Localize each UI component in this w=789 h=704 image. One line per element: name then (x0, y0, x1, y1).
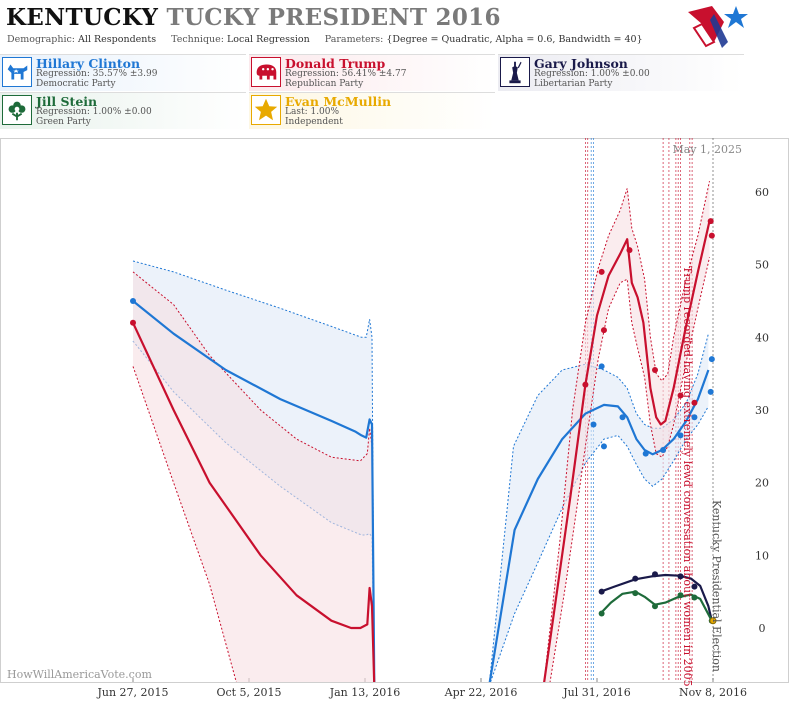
data-point (691, 399, 698, 406)
candidate-regression: Regression: 56.41% ±4.77 (285, 69, 407, 79)
technique-value[interactable]: Local Regression (227, 34, 310, 45)
parameters-line: Demographic: All Respondents Technique: … (7, 34, 643, 45)
candidate-last: Last: 1.00% (285, 107, 340, 117)
data-point (598, 363, 605, 370)
data-point (600, 327, 607, 334)
data-point (677, 392, 684, 399)
series-line (600, 573, 713, 621)
candidate-regression: Regression: 1.00% ±0.00 (534, 69, 650, 79)
candidate-party: Independent (285, 117, 343, 127)
data-point (598, 268, 605, 275)
data-point (130, 319, 136, 326)
data-point (642, 450, 649, 457)
y-tick-label: 10 (755, 549, 769, 562)
y-tick-label: 50 (755, 259, 769, 272)
elephant-icon (251, 57, 281, 87)
x-tick-label: Apr 22, 2016 (444, 686, 518, 699)
data-point (652, 571, 658, 578)
data-point (677, 573, 684, 580)
candidate-regression: Regression: 35.57% ±3.99 (36, 69, 158, 79)
flower-icon (2, 95, 32, 125)
data-point (691, 414, 698, 421)
page-title: KENTUCKY TUCKY PRESIDENT 2016 (6, 4, 501, 31)
data-point (619, 414, 626, 421)
donkey-icon (2, 57, 32, 87)
x-tick-label: Jan 13, 2016 (329, 686, 401, 699)
data-point (600, 443, 607, 450)
y-tick-label: 60 (755, 186, 769, 199)
data-point (691, 594, 698, 601)
data-point (708, 232, 715, 239)
data-point (677, 592, 684, 599)
data-point (632, 590, 639, 597)
watermark: HowWillAmericaVote.com (7, 668, 152, 681)
series-layer (130, 180, 717, 682)
data-point (707, 218, 714, 225)
candidate-name: Jill Stein (36, 94, 98, 109)
band-upper-line (132, 180, 710, 682)
title-rest: TUCKY PRESIDENT 2016 (166, 4, 501, 31)
candidate-party: Democratic Party (36, 79, 116, 89)
demographic-label: Demographic: (7, 34, 76, 45)
y-tick-label: 40 (755, 331, 769, 344)
data-point (632, 575, 639, 582)
x-tick-label: Jun 27, 2015 (96, 686, 168, 699)
title-state: KENTUCKY (6, 4, 159, 31)
candidate-regression: Regression: 1.00% ±0.00 (36, 107, 152, 117)
technique-label: Technique: (171, 34, 224, 45)
data-point (582, 381, 589, 388)
series-line (132, 220, 711, 682)
confidence-band (133, 261, 709, 682)
candidate-party: Green Party (36, 117, 91, 127)
data-point (598, 610, 605, 617)
x-tick-label: Nov 8, 2016 (679, 686, 747, 699)
date-label: May 1, 2025 (672, 143, 742, 156)
candidate-card-trump[interactable]: Donald Trump Regression: 56.41% ±4.77 Re… (249, 54, 495, 91)
demographic-value[interactable]: All Respondents (78, 34, 157, 45)
candidate-name: Donald Trump (285, 56, 386, 71)
event-annotation: Kentucky Presidential Election (710, 500, 723, 672)
data-point (598, 588, 605, 595)
site-logo-icon[interactable] (684, 2, 752, 50)
data-point (709, 617, 717, 625)
star-icon (251, 95, 281, 125)
data-point (677, 432, 684, 439)
candidate-party: Republican Party (285, 79, 364, 89)
data-point (626, 247, 633, 254)
data-point (652, 603, 658, 610)
x-tick-label: Jul 31, 2016 (562, 686, 631, 699)
data-point (707, 388, 714, 395)
data-point (590, 421, 597, 428)
candidate-party: Libertarian Party (534, 79, 613, 89)
candidate-name: Gary Johnson (534, 56, 628, 71)
candidate-card-stein[interactable]: Jill Stein Regression: 1.00% ±0.00 Green… (0, 92, 246, 129)
statue-of-liberty-icon (500, 57, 530, 87)
event-annotation: Trump recorded having extremely lewd con… (681, 266, 694, 687)
confidence-band (133, 181, 710, 682)
data-point (652, 367, 658, 374)
candidate-card-johnson[interactable]: Gary Johnson Regression: 1.00% ±0.00 Lib… (498, 54, 744, 91)
data-point (660, 446, 667, 453)
x-tick-label: Oct 5, 2015 (216, 686, 281, 699)
parameters-value[interactable]: {Degree = Quadratic, Alpha = 0.6, Bandwi… (386, 34, 643, 45)
y-tick-label: 20 (755, 477, 769, 490)
candidate-name: Hillary Clinton (36, 56, 141, 71)
candidate-name: Evan McMullin (285, 94, 392, 109)
candidate-card-clinton[interactable]: Hillary Clinton Regression: 35.57% ±3.99… (0, 54, 246, 91)
y-tick-label: 30 (755, 404, 769, 417)
candidate-card-mcmullin[interactable]: Evan McMullin Last: 1.00% Independent (249, 92, 495, 129)
data-point (708, 356, 715, 363)
data-point (691, 583, 698, 590)
parameters-label: Parameters: (324, 34, 384, 45)
data-point (130, 298, 136, 304)
series-line (132, 300, 710, 682)
polling-chart[interactable]: Jun 27, 2015 Oct 5, 2015 Jan 13, 2016 Apr 2… (0, 138, 789, 704)
y-tick-label: 0 (759, 622, 766, 635)
